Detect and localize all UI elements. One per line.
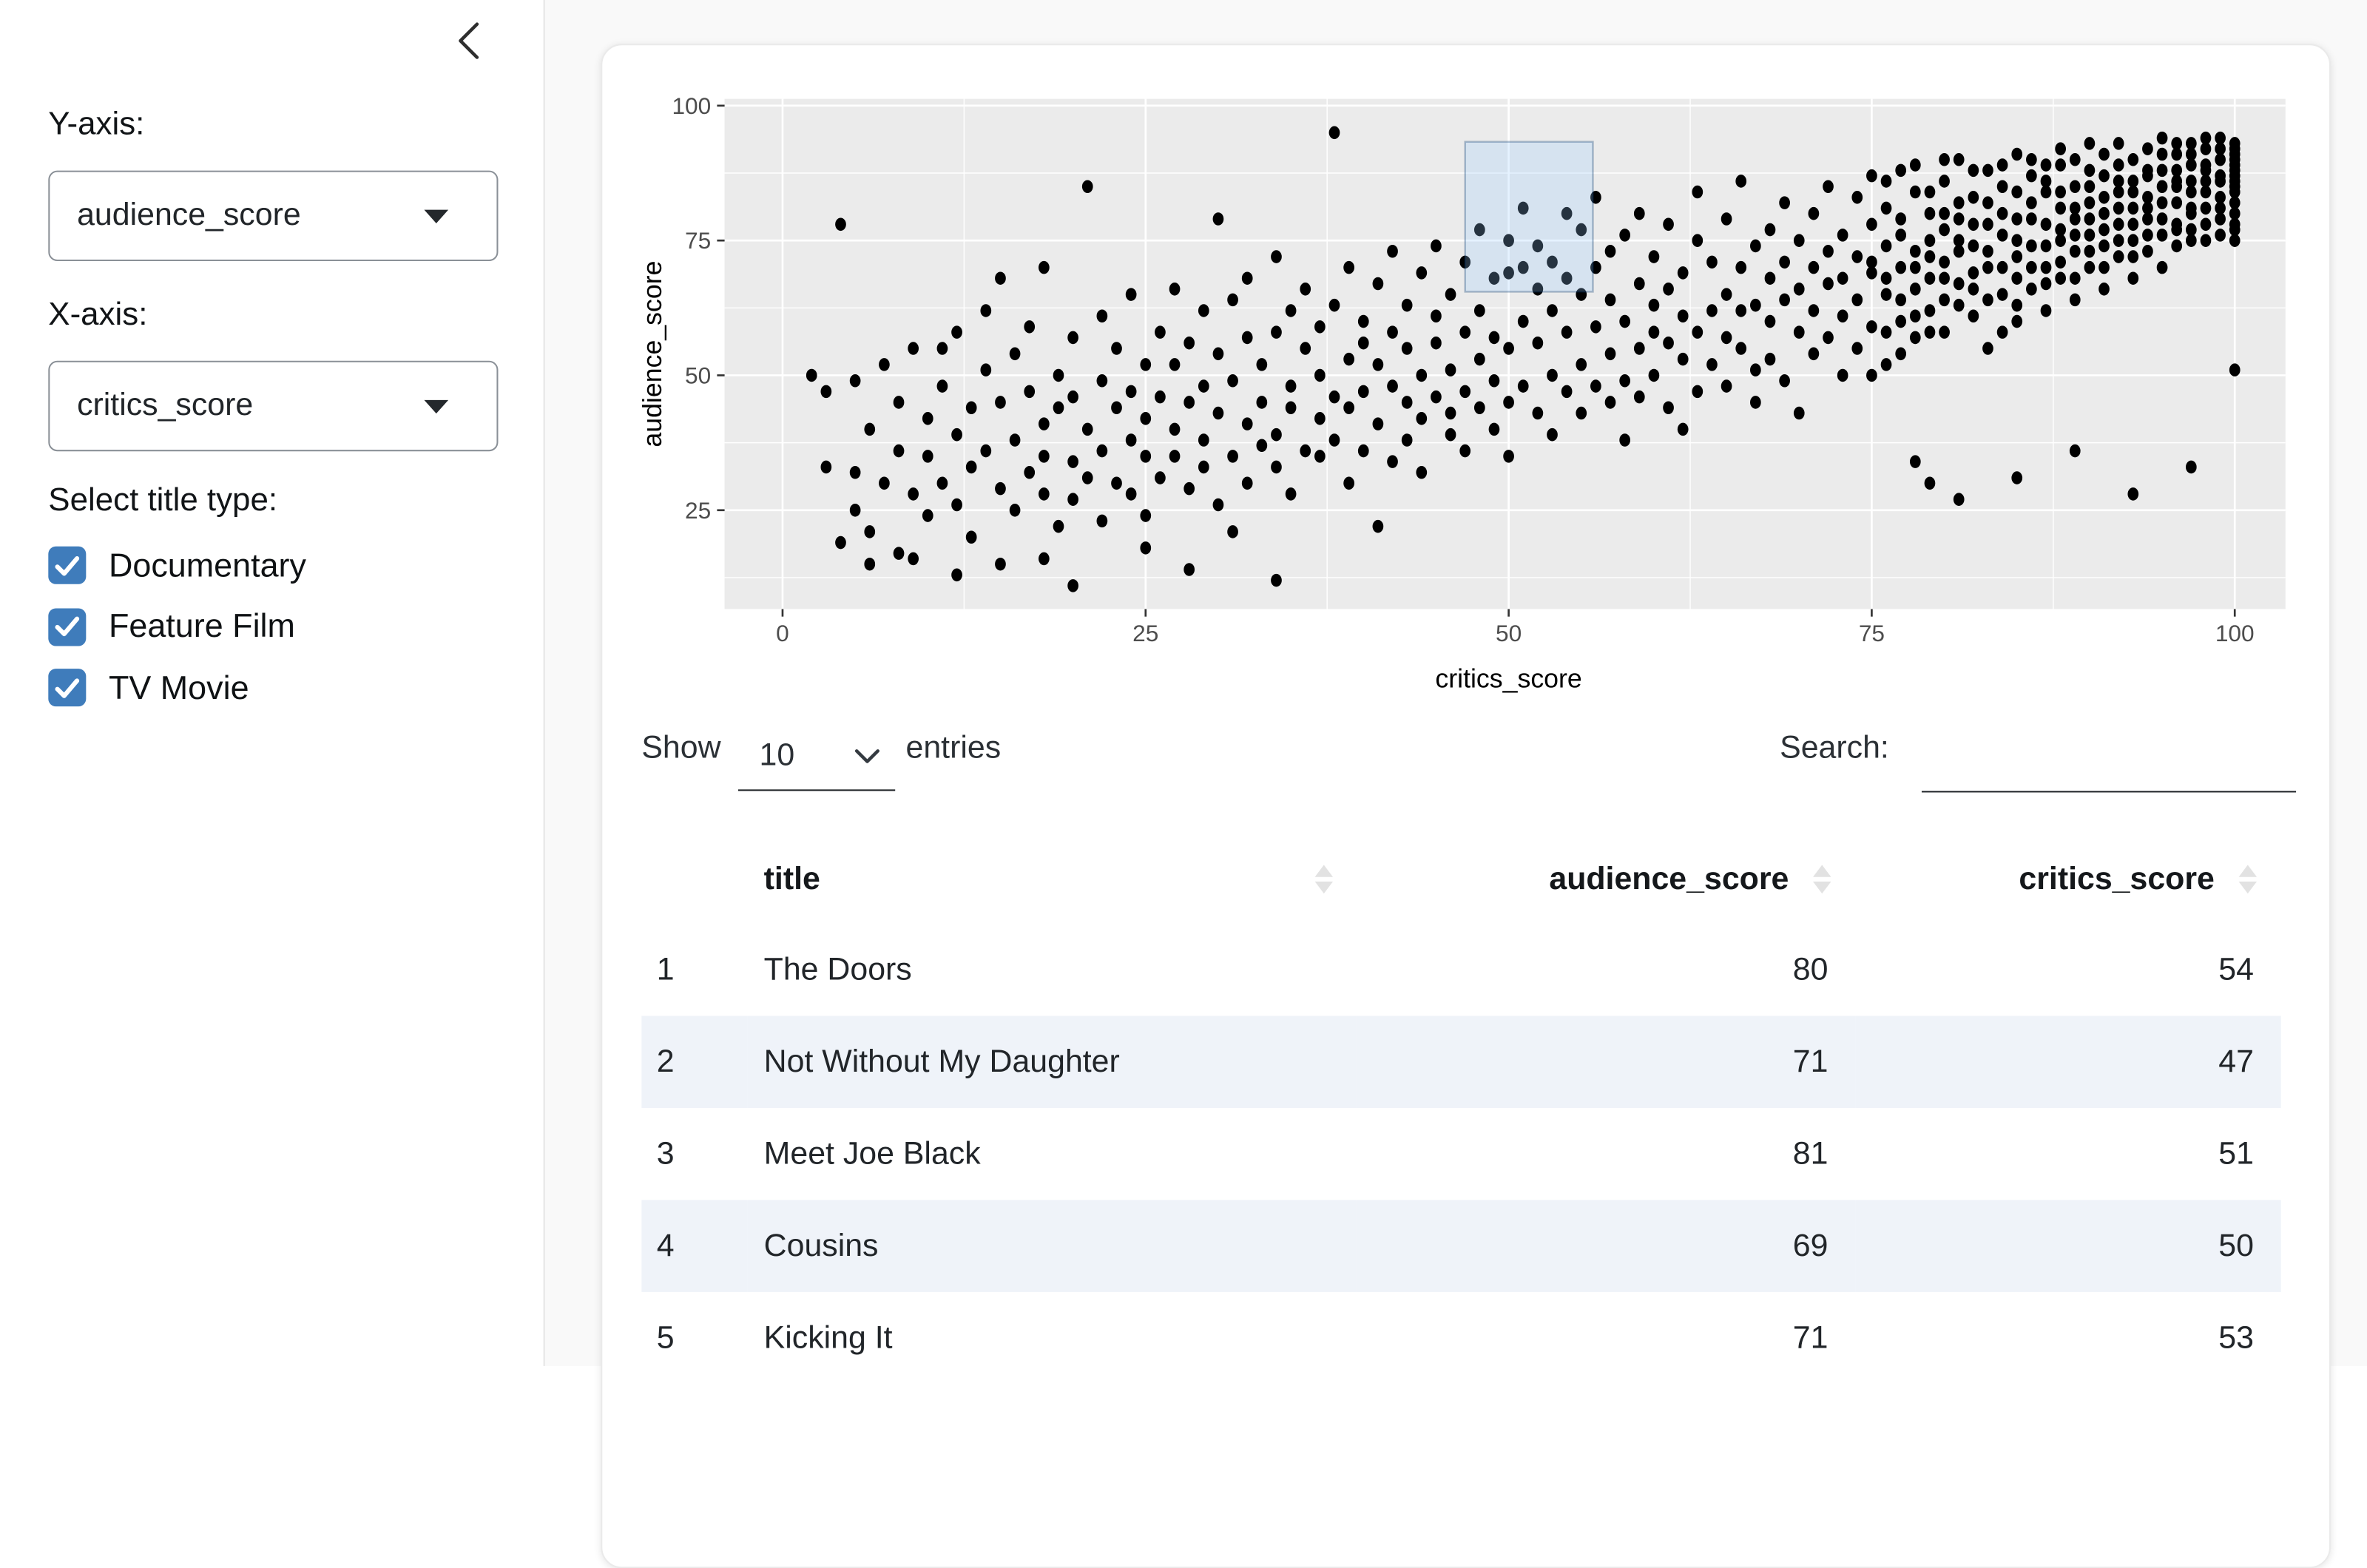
scatter-points bbox=[806, 126, 2241, 592]
page-length-select[interactable]: 10 bbox=[737, 728, 896, 791]
sort-icon[interactable] bbox=[2238, 865, 2258, 895]
x-axis-title: critics_score bbox=[1435, 664, 1581, 694]
x-axis-label: X-axis: bbox=[48, 296, 148, 332]
column-header-title[interactable]: title bbox=[747, 837, 1357, 924]
checkbox-checked-icon[interactable] bbox=[48, 546, 87, 584]
x-tick-label: 25 bbox=[1132, 620, 1158, 646]
y-tick-label: 75 bbox=[685, 227, 711, 254]
table-row[interactable]: 2 Not Without My Daughter 71 47 bbox=[641, 1016, 2281, 1108]
checkbox-label[interactable]: Documentary bbox=[108, 545, 306, 584]
cell-critics-score: 54 bbox=[2218, 951, 2254, 987]
sidebar: Y-axis: audience_score X-axis: critics_s… bbox=[0, 0, 545, 1366]
cell-audience-score: 81 bbox=[1792, 1135, 1829, 1171]
data-table: title audience_score critics_score 1 The Do… bbox=[641, 837, 2281, 1385]
checkbox-checked-icon[interactable] bbox=[48, 669, 87, 707]
y-axis-title: audience_score bbox=[638, 261, 667, 447]
cell-title: Not Without My Daughter bbox=[763, 1044, 1120, 1079]
chevron-left-icon bbox=[453, 22, 486, 70]
cell-audience-score: 69 bbox=[1792, 1228, 1829, 1263]
cell-critics-score: 51 bbox=[2218, 1135, 2254, 1171]
checkbox-checked-icon[interactable] bbox=[48, 607, 87, 646]
y-axis-select-value: audience_score bbox=[77, 197, 301, 233]
title-type-option: TV Movie bbox=[48, 667, 249, 708]
row-number: 2 bbox=[656, 1044, 675, 1079]
x-tick-label: 0 bbox=[776, 620, 789, 646]
table-row[interactable]: 1 The Doors 80 54 bbox=[641, 924, 2280, 1016]
title-type-option: Documentary bbox=[48, 545, 306, 586]
sort-icon[interactable] bbox=[1314, 865, 1334, 895]
y-axis-label: Y-axis: bbox=[48, 105, 145, 142]
row-number: 4 bbox=[656, 1228, 675, 1263]
content-card: 0 25 50 75 100 25 50 75 100 critics_score audience… bbox=[601, 44, 2331, 1568]
cell-critics-score: 50 bbox=[2218, 1228, 2254, 1263]
chevron-down-icon bbox=[424, 209, 449, 224]
plot-brush[interactable] bbox=[1464, 141, 1594, 293]
plot-panel bbox=[724, 98, 2286, 609]
scatter-plot[interactable]: 0 25 50 75 100 25 50 75 100 critics_score audience… bbox=[602, 45, 2332, 743]
y-tick-label: 25 bbox=[685, 497, 711, 524]
row-number: 3 bbox=[656, 1135, 675, 1171]
table-row[interactable]: 3 Meet Joe Black 81 51 bbox=[641, 1108, 2280, 1200]
x-tick-label: 75 bbox=[1859, 620, 1885, 646]
search-input[interactable] bbox=[1921, 727, 2297, 793]
main-panel: 0 25 50 75 100 25 50 75 100 critics_score audience… bbox=[544, 0, 2367, 1568]
row-number-header bbox=[641, 837, 747, 924]
cell-title: Kicking It bbox=[763, 1319, 893, 1355]
y-axis-select[interactable]: audience_score bbox=[48, 170, 499, 262]
cell-audience-score: 71 bbox=[1792, 1044, 1829, 1079]
sort-icon[interactable] bbox=[1813, 865, 1831, 895]
row-number: 1 bbox=[656, 951, 675, 987]
x-tick-label: 100 bbox=[2215, 620, 2255, 646]
chevron-down-icon bbox=[424, 399, 449, 414]
entries-label: entries bbox=[905, 730, 1002, 766]
table-header-row: title audience_score critics_score bbox=[641, 837, 2280, 924]
page-length-value: 10 bbox=[759, 737, 795, 773]
cell-title: The Doors bbox=[763, 951, 912, 987]
cell-audience-score: 71 bbox=[1792, 1319, 1829, 1355]
show-label: Show bbox=[641, 730, 721, 766]
row-number: 5 bbox=[656, 1319, 675, 1355]
cell-critics-score: 47 bbox=[2218, 1044, 2254, 1079]
y-tick-label: 100 bbox=[672, 92, 711, 119]
search-label: Search: bbox=[1780, 730, 1889, 766]
table-row[interactable]: 4 Cousins 69 50 bbox=[641, 1200, 2281, 1292]
y-tick-label: 50 bbox=[685, 362, 711, 388]
chevron-down-icon bbox=[854, 749, 879, 763]
checkbox-label[interactable]: TV Movie bbox=[108, 668, 249, 706]
cell-title: Cousins bbox=[763, 1228, 879, 1263]
checkbox-label[interactable]: Feature Film bbox=[108, 606, 295, 645]
column-header-critics_score[interactable]: critics_score bbox=[1855, 837, 2281, 924]
x-axis-select-value: critics_score bbox=[77, 388, 254, 423]
title-type-option: Feature Film bbox=[48, 606, 295, 646]
title-type-label: Select title type: bbox=[48, 481, 278, 518]
table-row[interactable]: 5 Kicking It 71 53 bbox=[641, 1292, 2280, 1384]
column-header-audience_score[interactable]: audience_score bbox=[1357, 837, 1855, 924]
x-tick-label: 50 bbox=[1496, 620, 1522, 646]
cell-audience-score: 80 bbox=[1792, 951, 1829, 987]
sidebar-collapse-button[interactable] bbox=[453, 18, 507, 72]
x-axis-select[interactable]: critics_score bbox=[48, 360, 499, 452]
cell-title: Meet Joe Black bbox=[763, 1135, 981, 1171]
cell-critics-score: 53 bbox=[2218, 1319, 2254, 1355]
